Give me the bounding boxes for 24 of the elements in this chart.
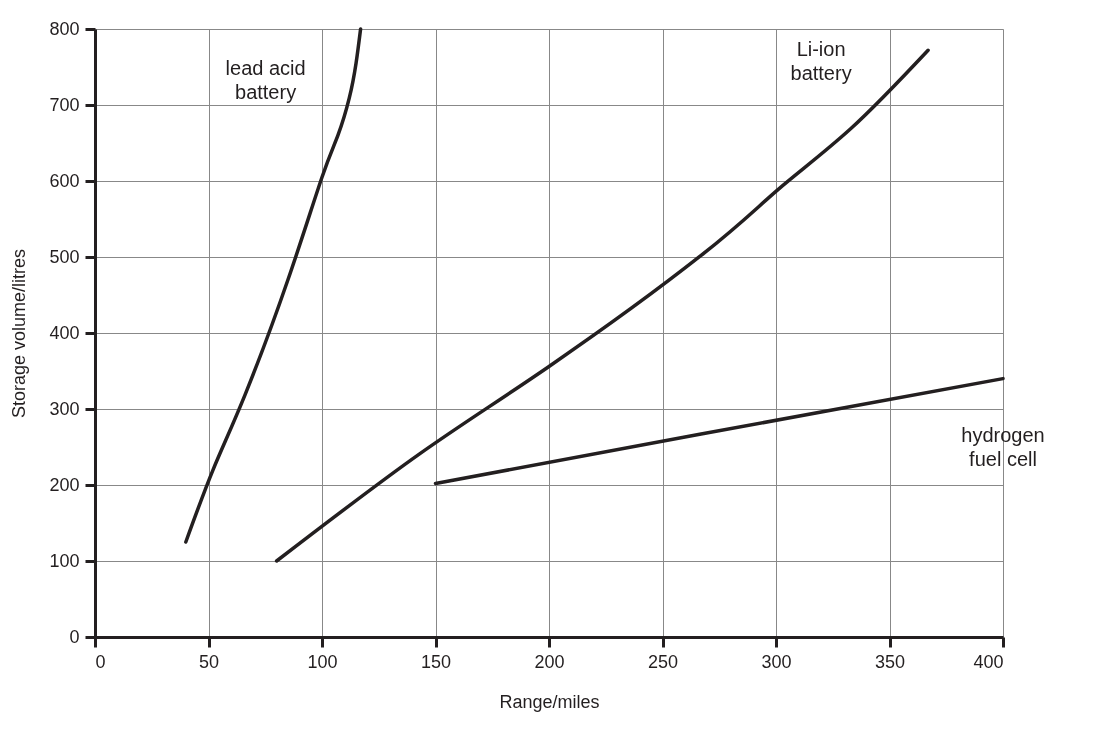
x-tick-label: 50 — [198, 651, 220, 672]
x-tick-label: 250 — [647, 651, 679, 672]
series-label: hydrogen fuel cell — [961, 423, 1045, 470]
y-tick-label: 500 — [49, 246, 80, 267]
y-tick-label: 800 — [49, 18, 80, 39]
y-tick-label: 700 — [49, 94, 80, 115]
y-tick-label: 0 — [69, 626, 80, 647]
line-series — [184, 27, 363, 544]
y-tick-label: 300 — [49, 398, 80, 419]
x-tick-label: 300 — [761, 651, 792, 672]
y-tick-label: 100 — [49, 550, 80, 571]
y-tick-label: 200 — [49, 474, 80, 495]
x-tick-label: 150 — [420, 651, 452, 672]
y-tick-label: 400 — [49, 322, 80, 343]
x-axis-title: Range/miles — [499, 691, 600, 712]
x-tick-label: 0 — [95, 651, 106, 672]
y-tick-label: 600 — [49, 170, 80, 191]
x-tick-label: 100 — [307, 651, 338, 672]
x-tick-label: 200 — [534, 651, 565, 672]
series-label: Li-ion battery — [790, 38, 852, 85]
x-tick-label: 400 — [973, 651, 1004, 672]
x-tick-label: 350 — [874, 651, 906, 672]
text: lead acid battery — [225, 57, 306, 103]
y-axis-title: Storage volume/litres — [9, 248, 30, 419]
